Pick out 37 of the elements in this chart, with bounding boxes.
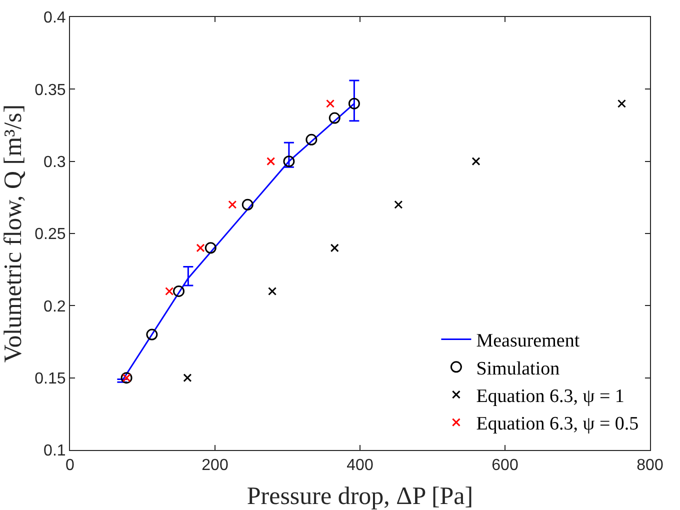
y-tick-label: 0.35 (34, 82, 66, 99)
y-tick-label: 0.1 (44, 442, 66, 460)
point (204, 242, 216, 254)
point (306, 134, 318, 146)
point (165, 286, 174, 296)
y-tick-label: 0.25 (34, 226, 66, 244)
legend-label: Equation 6.3, ψ = 0.5 (476, 414, 639, 435)
point (228, 200, 237, 209)
y-tick-label: 0.2 (44, 298, 66, 316)
point (266, 157, 276, 166)
legend-label: Equation 6.3, ψ = 1 (476, 386, 624, 407)
x-tick-label: 400 (346, 457, 374, 474)
point (183, 374, 192, 382)
point (330, 244, 339, 252)
point (328, 112, 340, 124)
legend-label: Measurement (476, 330, 580, 352)
point (242, 198, 254, 210)
x-tick-label: 600 (492, 457, 518, 474)
y-axis-title: Volumetric flow, Q [m³/s] (0, 104, 27, 363)
y-tick-label: 0.4 (44, 10, 66, 27)
x-tick-label: 200 (202, 457, 228, 474)
point (146, 328, 158, 340)
point (173, 285, 184, 297)
point (268, 286, 277, 296)
y-tick-label: 0.3 (44, 154, 66, 171)
point (617, 99, 626, 108)
x-tick-label: 0 (66, 457, 75, 474)
point (348, 98, 360, 110)
legend-label: Simulation (476, 358, 560, 380)
point (196, 244, 205, 252)
point (394, 200, 403, 209)
point (283, 156, 295, 168)
point (472, 157, 480, 166)
x-axis-title: Pressure drop, ΔP [Pa] (246, 483, 474, 510)
x-tick-label: 800 (636, 457, 664, 474)
point (326, 99, 335, 108)
y-tick-label: 0.15 (34, 370, 66, 388)
